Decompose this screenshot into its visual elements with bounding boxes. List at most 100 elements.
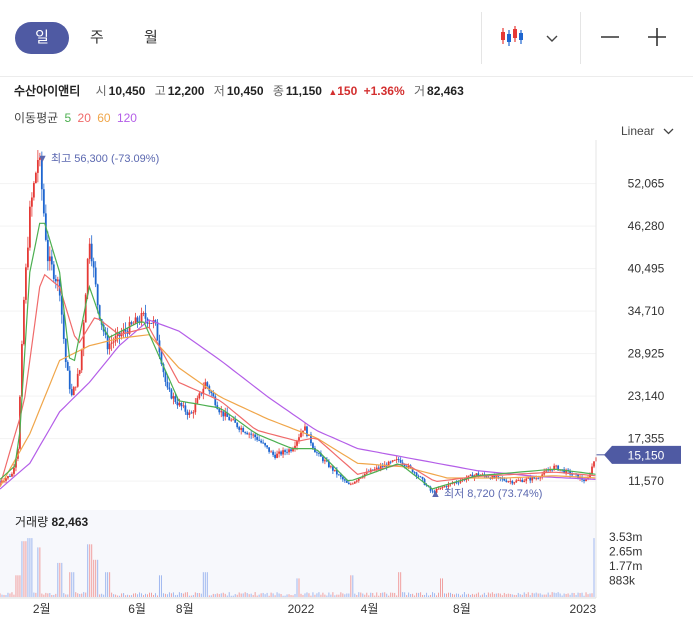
candle-body (160, 352, 163, 365)
candle-body (517, 480, 520, 482)
ma20-line (0, 273, 597, 486)
candle-body (302, 430, 304, 433)
tab-day[interactable]: 일 (15, 22, 69, 54)
candle-body (176, 401, 179, 406)
zoom-out-icon[interactable] (600, 27, 620, 52)
ma120-label: 120 (116, 111, 137, 125)
candle-body (455, 482, 458, 484)
candle-body (260, 440, 263, 443)
tab-week[interactable]: 주 (90, 29, 104, 46)
candle-body (234, 419, 237, 423)
scale-selector[interactable]: Linear (621, 124, 674, 138)
chevron-down-icon[interactable] (546, 30, 558, 48)
tab-month[interactable]: 월 (144, 29, 158, 46)
price-tick-label: 23,140 (628, 389, 665, 403)
volume-tick-label: 3.53m (609, 530, 642, 544)
candle-body (72, 387, 75, 396)
candle-body (240, 428, 243, 430)
toolbar-divider (580, 12, 581, 64)
time-axis: 2월 6월 8월 2022 4월 8월 2023 (0, 140, 597, 616)
volume-tick-label: 883k (609, 574, 636, 588)
candle-body (389, 461, 392, 463)
candle-body (132, 323, 135, 325)
candle-body (278, 451, 280, 454)
candle-body (100, 319, 103, 325)
candle-body (272, 451, 274, 455)
candle-body (74, 386, 77, 388)
candle-body (535, 478, 538, 480)
candle-body (409, 465, 412, 468)
candle-body (363, 473, 366, 477)
price-tick-label: 17,355 (628, 432, 665, 446)
candle-body (258, 439, 261, 441)
candle-body (447, 483, 450, 487)
candle-body (70, 389, 73, 396)
candle-body (152, 320, 155, 324)
candle-body (7, 476, 9, 479)
volume-tick-label: 1.77m (609, 559, 642, 573)
candle-body (357, 478, 360, 481)
candle-body (140, 313, 143, 323)
candle-body (487, 477, 490, 479)
price-tick-label: 46,280 (628, 219, 665, 233)
candle-body (88, 243, 91, 259)
candle-body (387, 461, 390, 467)
candle-body (395, 459, 398, 461)
candle-body (377, 467, 380, 469)
change-value: 150 (337, 84, 358, 98)
candle-body (547, 470, 550, 472)
candle-body (587, 477, 589, 480)
candle-body (451, 483, 454, 485)
candle-body (469, 474, 472, 476)
candle-body (373, 469, 376, 471)
candle-body (112, 341, 115, 343)
candle-body (286, 451, 288, 453)
x-tick-label: 2022 (288, 602, 315, 616)
candle-body (339, 474, 342, 477)
candle-body (521, 479, 524, 482)
candle-body (304, 426, 306, 431)
candle-body (92, 261, 95, 268)
candle-body (178, 402, 181, 406)
candle-body (308, 434, 310, 436)
candle-body (182, 405, 185, 407)
candle-body (96, 284, 99, 306)
candle-body (453, 482, 456, 484)
candle-body (511, 481, 514, 484)
candle-body (124, 329, 127, 332)
candle-body (595, 457, 597, 462)
x-tick-label: 6월 (128, 602, 146, 616)
candle-body (431, 490, 434, 492)
volume-value: 82,463 (427, 84, 464, 98)
candle-body (533, 477, 536, 479)
candle-body (42, 189, 45, 214)
candle-body (274, 454, 276, 458)
candle-body (549, 469, 552, 471)
candle-body (491, 475, 494, 479)
candle-body (322, 456, 324, 462)
candle-body (208, 386, 211, 392)
candle-body (114, 335, 117, 342)
close-label: 종 (272, 84, 284, 98)
candle-body (397, 459, 400, 460)
candle-body (543, 471, 546, 475)
candle-body (194, 403, 197, 413)
candle-body (90, 243, 93, 262)
candle-body (585, 479, 587, 482)
candle-body (120, 333, 123, 337)
candle-body (60, 295, 63, 315)
candle-body (200, 393, 203, 395)
candle-body (589, 474, 591, 478)
candle-body (415, 472, 418, 476)
candle-body (244, 432, 247, 433)
candle-body (276, 453, 278, 458)
candle-body (513, 482, 516, 484)
candle-body (48, 256, 51, 262)
candle-body (333, 469, 336, 471)
candle-body (118, 332, 121, 337)
candle-body (116, 332, 119, 336)
candle-body (423, 479, 426, 485)
candlestick-chart-icon[interactable] (500, 24, 526, 53)
zoom-in-icon[interactable] (647, 27, 667, 52)
candle-body (288, 449, 290, 453)
